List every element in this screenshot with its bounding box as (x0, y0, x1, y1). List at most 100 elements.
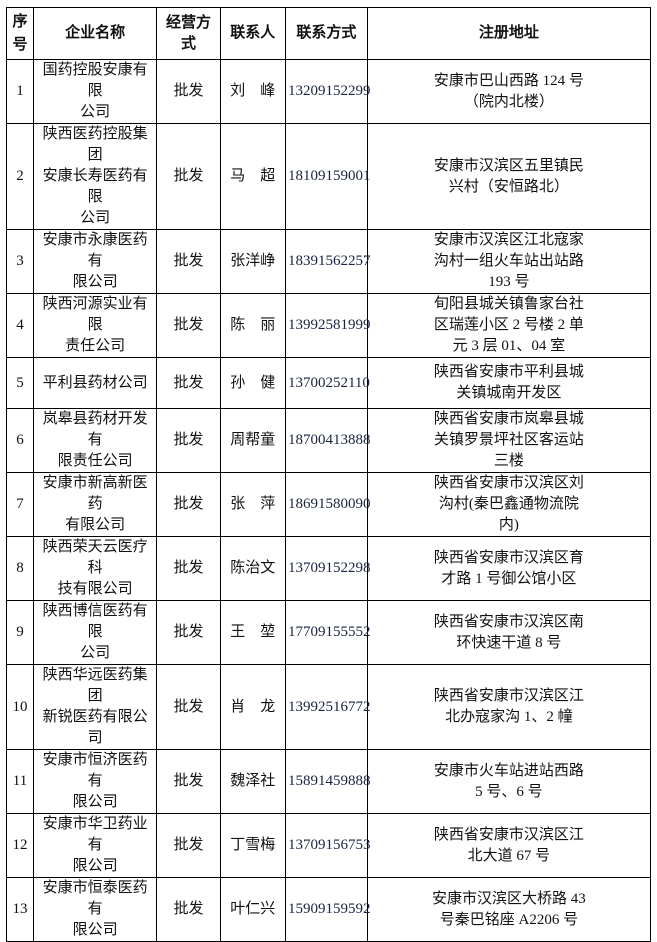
row-number: 13 (6, 877, 34, 942)
company-name: 陕西华远医药集团 新锐医药有限公司 (32, 664, 158, 750)
company-name: 安康市新高新医药 有限公司 (32, 472, 158, 537)
phone-number: 13209152299 (284, 59, 370, 124)
row-number: 6 (6, 408, 34, 473)
phone-number: 13709152298 (284, 536, 370, 601)
business-mode: 批发 (156, 813, 221, 878)
row-number: 2 (6, 123, 34, 230)
registered-address: 安康市火车站进站西路 5 号、6 号 (366, 749, 652, 814)
business-mode: 批发 (156, 123, 221, 230)
header-seq: 序 号 (6, 7, 34, 60)
business-mode: 批发 (156, 664, 221, 750)
business-mode: 批发 (156, 600, 221, 665)
table-row: 12 安康市华卫药业有 限公司 批发 丁雪梅 13709156753 陕西省安康市汉滨区江… (6, 813, 652, 878)
registered-address: 陕西省安康市平利县城 关镇城南开发区 (366, 357, 652, 409)
phone-number: 13992581999 (284, 293, 370, 358)
phone-number: 18691580090 (284, 472, 370, 537)
contact-person: 叶仁兴 (219, 877, 286, 942)
contact-person: 马 超 (219, 123, 286, 230)
phone-number: 17709155552 (284, 600, 370, 665)
contact-person: 刘 峰 (219, 59, 286, 124)
row-number: 12 (6, 813, 34, 878)
row-number: 4 (6, 293, 34, 358)
row-number: 7 (6, 472, 34, 537)
header-company: 企业名称 (32, 7, 158, 60)
header-row: 序 号 企业名称 经营方式 联系人 联系方式 注册地址 (6, 7, 652, 60)
company-name: 安康市华卫药业有 限公司 (32, 813, 158, 878)
business-mode: 批发 (156, 357, 221, 409)
phone-number: 18109159001 (284, 123, 370, 230)
table-row: 6 岚皋县药材开发有 限责任公司 批发 周帮童 18700413888 陕西省安康市岚皋县… (6, 408, 652, 473)
registered-address: 陕西省安康市汉滨区育 才路 1 号御公馆小区 (366, 536, 652, 601)
company-name: 陕西河源实业有限 责任公司 (32, 293, 158, 358)
company-name: 陕西荣天云医疗科 技有限公司 (32, 536, 158, 601)
business-mode: 批发 (156, 472, 221, 537)
business-mode: 批发 (156, 749, 221, 814)
company-name: 国药控股安康有限 公司 (32, 59, 158, 124)
row-number: 3 (6, 229, 34, 294)
header-phone: 联系方式 (284, 7, 368, 60)
business-mode: 批发 (156, 877, 221, 942)
phone-number: 13700252110 (284, 357, 370, 409)
enterprise-table: 序 号 企业名称 经营方式 联系人 联系方式 注册地址 1 国药控股安康有限 公司… (6, 7, 652, 942)
phone-number: 13709156753 (284, 813, 370, 878)
company-name: 安康市恒济医药有 限公司 (32, 749, 158, 814)
registered-address: 安康市巴山西路 124 号 （院内北楼） (366, 59, 652, 124)
phone-number: 18700413888 (284, 408, 370, 473)
table-row: 5 平利县药材公司 批发孙 健 13700252110 陕西省安康市平利县城 关镇城南开… (6, 357, 652, 409)
business-mode: 批发 (156, 408, 221, 473)
table-row: 13 安康市恒泰医药有 限公司 批发 叶仁兴 15909159592 安康市汉滨区大桥路 … (6, 877, 652, 942)
registered-address: 安康市汉滨区江北寇家 沟村一组火车站出站路 193 号 (366, 229, 652, 294)
registered-address: 陕西省安康市汉滨区江 北大道 67 号 (366, 813, 652, 878)
contact-person: 孙 健 (219, 357, 286, 409)
phone-number: 13992516772 (284, 664, 370, 750)
table-row: 1 国药控股安康有限 公司 批发刘 峰 13209152299 安康市巴山西路 124 … (6, 59, 652, 124)
table-row: 4 陕西河源实业有限 责任公司 批发陈 丽 13992581999 旬阳县城关镇鲁家台社… (6, 293, 652, 358)
row-number: 9 (6, 600, 34, 665)
contact-person: 王 堃 (219, 600, 286, 665)
header-address: 注册地址 (366, 7, 652, 60)
registered-address: 旬阳县城关镇鲁家台社 区瑞莲小区 2 号楼 2 单 元 3 层 01、04 室 (366, 293, 652, 358)
contact-person: 张洋峥 (219, 229, 286, 294)
phone-number: 15891459888 (284, 749, 370, 814)
contact-person: 肖 龙 (219, 664, 286, 750)
header-contact: 联系人 (219, 7, 286, 60)
row-number: 8 (6, 536, 34, 601)
contact-person: 丁雪梅 (219, 813, 286, 878)
contact-person: 陈治文 (219, 536, 286, 601)
table-body: 1 国药控股安康有限 公司 批发刘 峰 13209152299 安康市巴山西路 124 … (6, 59, 652, 942)
company-name: 陕西医药控股集团 安康长寿医药有限 公司 (32, 123, 158, 230)
business-mode: 批发 (156, 536, 221, 601)
table-row: 10 陕西华远医药集团 新锐医药有限公司 批发肖 龙 13992516772 陕西省安康… (6, 664, 652, 750)
company-name: 岚皋县药材开发有 限责任公司 (32, 408, 158, 473)
registered-address: 安康市汉滨区大桥路 43 号秦巴铭座 A2206 号 (366, 877, 652, 942)
business-mode: 批发 (156, 293, 221, 358)
registered-address: 陕西省安康市岚皋县城 关镇罗景坪社区客运站 三楼 (366, 408, 652, 473)
contact-person: 陈 丽 (219, 293, 286, 358)
company-name: 安康市永康医药有 限公司 (32, 229, 158, 294)
table-row: 8 陕西荣天云医疗科 技有限公司 批发 陈治文 13709152298 陕西省安康市汉滨区… (6, 536, 652, 601)
header-mode: 经营方式 (156, 7, 221, 60)
contact-person: 周帮童 (219, 408, 286, 473)
contact-person: 张 萍 (219, 472, 286, 537)
table-row: 2 陕西医药控股集团 安康长寿医药有限 公司 批发马 超 18109159001 安康市… (6, 123, 652, 230)
row-number: 10 (6, 664, 34, 750)
contact-person: 魏泽社 (219, 749, 286, 814)
table-row: 7 安康市新高新医药 有限公司 批发张 萍 18691580090 陕西省安康市汉滨区刘… (6, 472, 652, 537)
row-number: 11 (6, 749, 34, 814)
business-mode: 批发 (156, 59, 221, 124)
phone-number: 15909159592 (284, 877, 370, 942)
table-row: 3 安康市永康医药有 限公司 批发 张洋峥 18391562257 安康市汉滨区江北寇家 … (6, 229, 652, 294)
table-row: 11 安康市恒济医药有 限公司 批发 魏泽社 15891459888 安康市火车站进站西路… (6, 749, 652, 814)
company-name: 安康市恒泰医药有 限公司 (32, 877, 158, 942)
registered-address: 陕西省安康市汉滨区刘 沟村(秦巴鑫通物流院 内) (366, 472, 652, 537)
table-row: 9 陕西博信医药有限 公司 批发王 堃 17709155552 陕西省安康市汉滨区南 环… (6, 600, 652, 665)
company-name: 陕西博信医药有限 公司 (32, 600, 158, 665)
row-number: 1 (6, 59, 34, 124)
registered-address: 安康市汉滨区五里镇民 兴村（安恒路北） (366, 123, 652, 230)
company-name: 平利县药材公司 (32, 357, 158, 409)
business-mode: 批发 (156, 229, 221, 294)
row-number: 5 (6, 357, 34, 409)
phone-number: 18391562257 (284, 229, 370, 294)
registered-address: 陕西省安康市汉滨区南 环快速干道 8 号 (366, 600, 652, 665)
registered-address: 陕西省安康市汉滨区江 北办寇家沟 1、2 幢 (366, 664, 652, 750)
